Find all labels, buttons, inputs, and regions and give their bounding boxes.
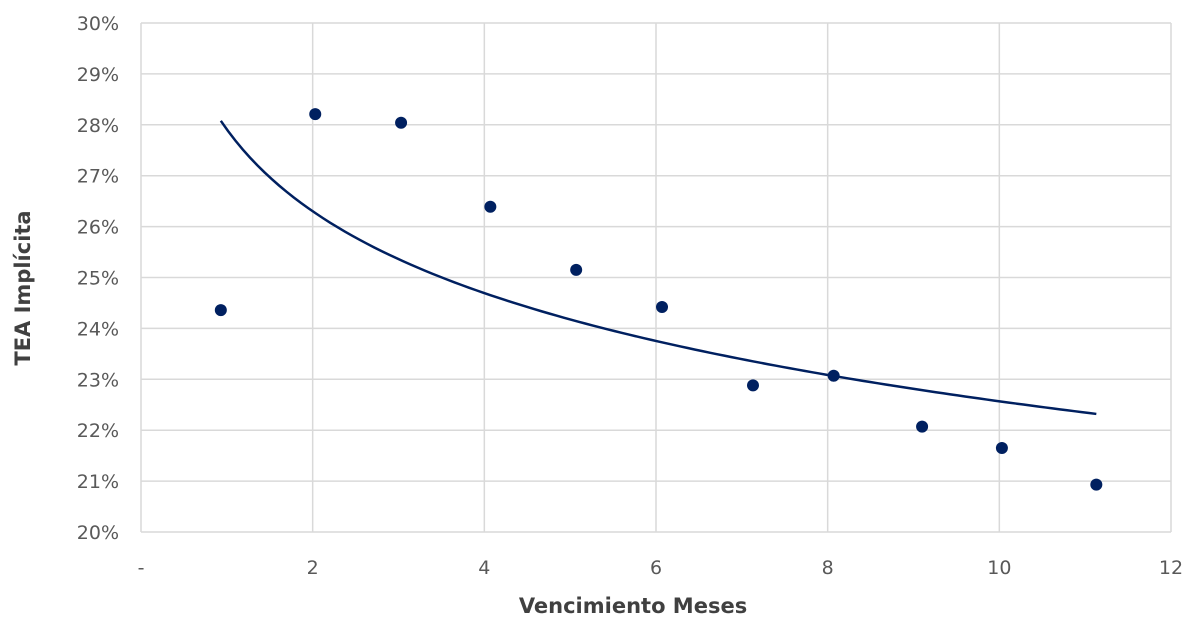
y-tick-label: 28% bbox=[77, 115, 119, 137]
trendline bbox=[219, 120, 1097, 416]
y-tick-label: 27% bbox=[77, 166, 119, 188]
x-axis-ticks: - 2 4 6 8 10 12 bbox=[138, 557, 1184, 579]
y-tick-label: 23% bbox=[77, 369, 119, 391]
y-tick-label: 30% bbox=[77, 13, 119, 35]
data-point bbox=[746, 379, 759, 392]
y-axis-ticks: 20% 21% 22% 23% 24% 25% 26% 27% 28% 29% 30% bbox=[77, 13, 119, 544]
y-tick-label: 20% bbox=[77, 522, 119, 544]
x-tick-label: - bbox=[138, 557, 145, 579]
y-axis-title: TEA Implícita bbox=[11, 210, 35, 365]
data-point bbox=[484, 200, 497, 213]
data-points bbox=[214, 108, 1103, 491]
data-point bbox=[214, 304, 227, 317]
x-tick-label: 2 bbox=[307, 557, 319, 579]
x-tick-label: 12 bbox=[1159, 557, 1183, 579]
data-point bbox=[309, 108, 322, 121]
x-tick-label: 8 bbox=[822, 557, 834, 579]
y-tick-label: 29% bbox=[77, 64, 119, 86]
y-tick-label: 21% bbox=[77, 471, 119, 493]
data-point bbox=[827, 369, 840, 382]
data-point bbox=[395, 116, 408, 129]
x-tick-label: 6 bbox=[650, 557, 662, 579]
y-tick-label: 22% bbox=[77, 420, 119, 442]
y-tick-label: 26% bbox=[77, 217, 119, 239]
y-tick-label: 25% bbox=[77, 268, 119, 290]
data-point bbox=[916, 420, 929, 433]
grid-lines bbox=[140, 22, 1172, 533]
x-tick-label: 4 bbox=[478, 557, 490, 579]
x-axis-title: Vencimiento Meses bbox=[519, 594, 747, 618]
data-point bbox=[995, 442, 1008, 455]
data-point bbox=[656, 301, 669, 314]
y-tick-label: 24% bbox=[77, 318, 119, 340]
data-point bbox=[570, 263, 583, 276]
x-tick-label: 10 bbox=[987, 557, 1011, 579]
data-point bbox=[1090, 478, 1103, 491]
